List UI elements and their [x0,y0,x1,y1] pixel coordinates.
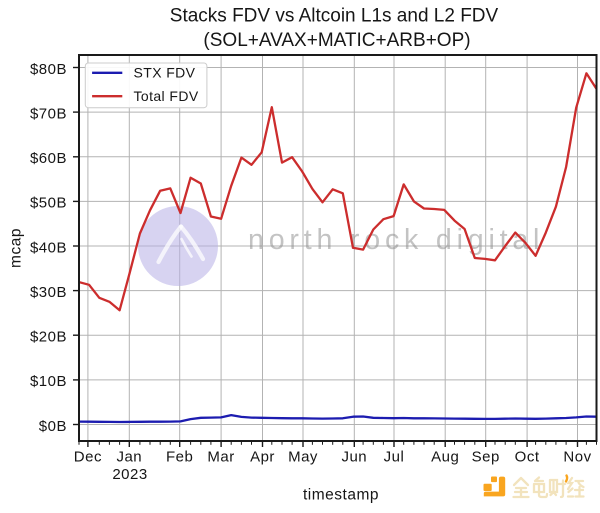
svg-text:$50B: $50B [30,195,67,212]
svg-text:$80B: $80B [30,61,67,78]
svg-text:$0B: $0B [39,418,67,435]
svg-text:Jul: Jul [384,449,405,466]
svg-text:$20B: $20B [30,329,67,346]
svg-text:$10B: $10B [30,373,67,390]
svg-text:Nov: Nov [563,449,591,466]
svg-text:Jan: Jan [116,449,142,466]
svg-text:$30B: $30B [30,284,67,301]
svg-text:$70B: $70B [30,105,67,122]
svg-text:Dec: Dec [74,449,102,466]
svg-text:Stacks FDV vs Altcoin L1s and: Stacks FDV vs Altcoin L1s and L2 FDV [170,6,499,27]
svg-text:$60B: $60B [30,150,67,167]
svg-text:Total FDV: Total FDV [134,88,199,104]
svg-text:STX FDV: STX FDV [134,65,196,81]
svg-text:timestamp: timestamp [303,486,379,503]
svg-text:Aug: Aug [431,449,459,466]
svg-text:May: May [288,449,318,466]
svg-text:Feb: Feb [166,449,193,466]
svg-text:Apr: Apr [250,449,275,466]
svg-text:$40B: $40B [30,239,67,256]
svg-text:2023: 2023 [112,466,147,483]
svg-text:(SOL+AVAX+MATIC+ARB+OP): (SOL+AVAX+MATIC+ARB+OP) [203,30,470,51]
svg-text:Sep: Sep [472,449,500,466]
svg-text:Mar: Mar [207,449,234,466]
svg-text:north rock digital: north rock digital [248,224,544,256]
svg-text:Oct: Oct [515,449,540,466]
svg-text:Jun: Jun [341,449,367,466]
svg-text:mcap: mcap [7,228,24,268]
